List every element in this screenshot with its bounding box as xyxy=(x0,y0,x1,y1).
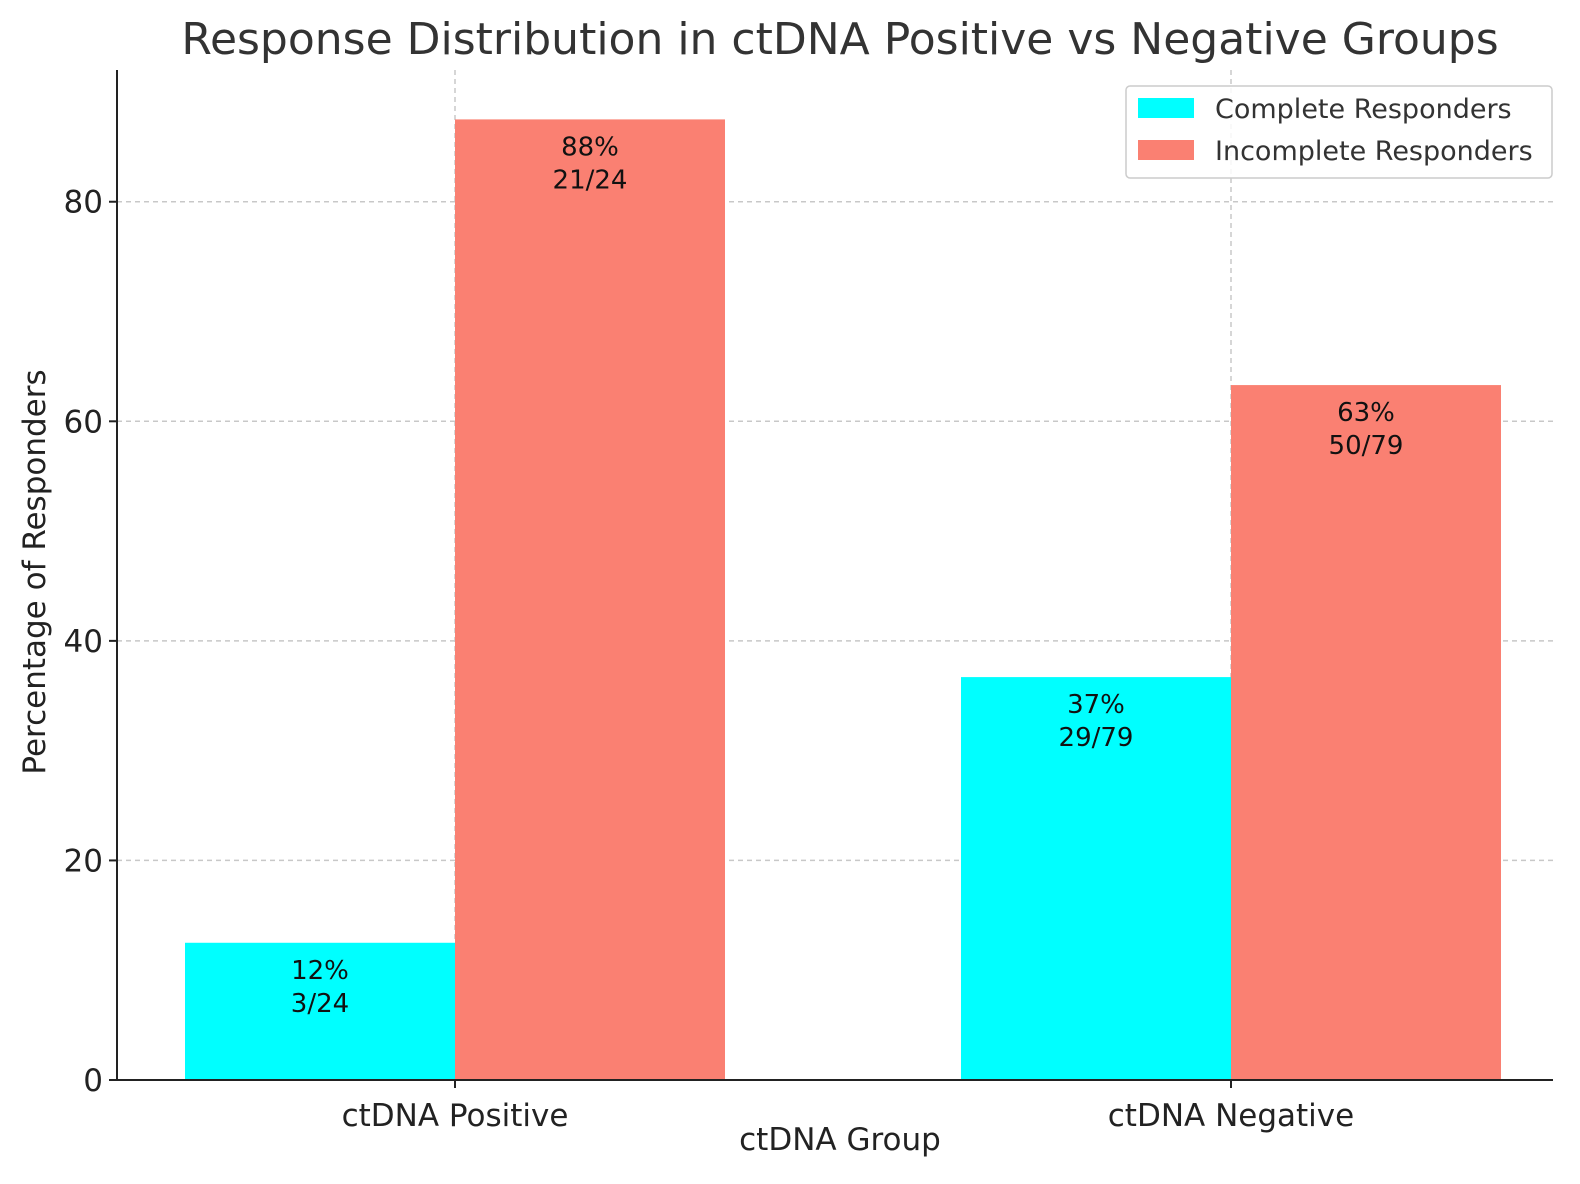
y-tick-label: 40 xyxy=(64,624,103,660)
y-tick-label: 60 xyxy=(64,404,103,440)
legend-label-incomplete: Incomplete Responders xyxy=(1215,136,1533,167)
bar-value-label: 88% xyxy=(561,132,619,162)
bar-value-label: 50/79 xyxy=(1329,431,1404,461)
axes: 0 20 40 60 80 ctDNA Positive ctDNA Negative xyxy=(64,70,1553,1134)
bar-value-label: 3/24 xyxy=(291,989,349,1019)
x-axis-label: ctDNA Group xyxy=(739,1122,941,1158)
bar-complete xyxy=(961,677,1231,1080)
bar-incomplete xyxy=(455,119,725,1081)
x-tick-label: ctDNA Negative xyxy=(1108,1098,1354,1134)
bars xyxy=(185,119,1501,1081)
bar-complete xyxy=(185,942,455,1080)
legend: Complete Responders Incomplete Responder… xyxy=(1125,85,1553,179)
x-tick-label: ctDNA Positive xyxy=(342,1098,569,1134)
y-axis-label: Percentage of Responders xyxy=(17,369,53,774)
legend-box xyxy=(1125,85,1553,179)
bar-incomplete xyxy=(1231,385,1501,1081)
bar-value-label: 12% xyxy=(291,956,349,986)
bar-value-label: 63% xyxy=(1337,398,1395,428)
y-tick-label: 20 xyxy=(64,843,103,879)
legend-label-complete: Complete Responders xyxy=(1215,94,1512,125)
y-tick-label: 80 xyxy=(64,185,103,221)
chart-title: Response Distribution in ctDNA Positive … xyxy=(181,14,1498,65)
bar-value-label: 29/79 xyxy=(1059,723,1134,753)
bar-value-labels: 12%3/24 37%29/79 88%21/24 63%50/79 xyxy=(291,132,1404,1018)
legend-swatch-incomplete xyxy=(1138,140,1194,160)
bar-value-label: 37% xyxy=(1067,690,1125,720)
y-tick-label: 0 xyxy=(83,1063,103,1099)
bar-value-label: 21/24 xyxy=(553,165,628,195)
legend-swatch-complete xyxy=(1138,98,1194,118)
